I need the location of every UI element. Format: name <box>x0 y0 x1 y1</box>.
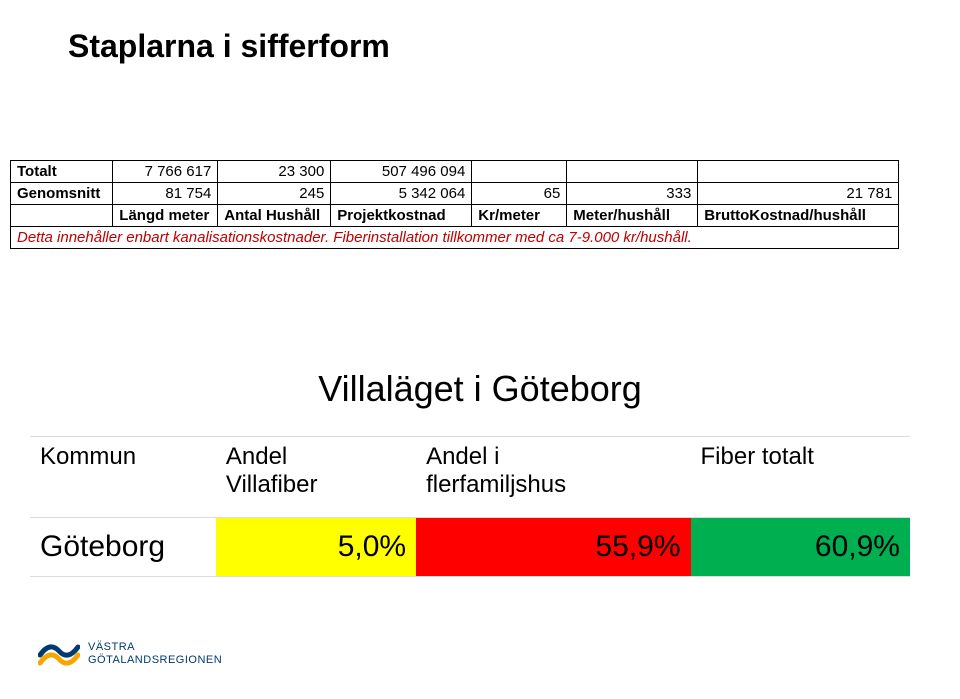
table-header-row: Kommun Andel Villafiber Andel i flerfami… <box>30 437 910 518</box>
cell-flerfam: 55,9% <box>416 518 690 577</box>
table-row: Totalt 7 766 617 23 300 507 496 094 <box>11 161 899 183</box>
header-cell: Meter/hushåll <box>567 205 698 227</box>
cell-kommun: Göteborg <box>30 518 216 577</box>
cell <box>698 161 899 183</box>
header-cell: BruttoKostnad/hushåll <box>698 205 899 227</box>
header-cell: Andel i flerfamiljshus <box>416 437 690 518</box>
cell-totalt: 60,9% <box>691 518 910 577</box>
cell: 333 <box>567 183 698 205</box>
cell: 65 <box>472 183 567 205</box>
header-cell: Kr/meter <box>472 205 567 227</box>
table-header-row: Längd meter Antal Hushåll Projektkostnad… <box>11 205 899 227</box>
cell: 21 781 <box>698 183 899 205</box>
note-row: Detta innehåller enbart kanalisationskos… <box>11 227 899 249</box>
section-title: Villaläget i Göteborg <box>318 368 642 410</box>
header-cell: Andel Villafiber <box>216 437 416 518</box>
row-label: Genomsnitt <box>11 183 113 205</box>
row-label: Totalt <box>11 161 113 183</box>
logo-icon <box>38 633 80 675</box>
cell <box>567 161 698 183</box>
logo-text: VÄSTRA GÖTALANDSREGIONEN <box>88 641 222 666</box>
note-spacer <box>698 227 899 249</box>
header-cell <box>11 205 113 227</box>
note-text: Detta innehåller enbart kanalisationskos… <box>11 227 698 249</box>
cell-villafiber: 5,0% <box>216 518 416 577</box>
villa-table: Kommun Andel Villafiber Andel i flerfami… <box>30 436 910 577</box>
cell: 245 <box>218 183 331 205</box>
table-row: Göteborg 5,0% 55,9% 60,9% <box>30 518 910 577</box>
header-cell: Längd meter <box>113 205 218 227</box>
header-cell: Kommun <box>30 437 216 518</box>
header-cell: Fiber totalt <box>691 437 910 518</box>
header-cell: Projektkostnad <box>331 205 472 227</box>
summary-table: Totalt 7 766 617 23 300 507 496 094 Geno… <box>10 160 899 249</box>
cell: 7 766 617 <box>113 161 218 183</box>
cell: 5 342 064 <box>331 183 472 205</box>
page-title: Staplarna i sifferform <box>68 28 960 65</box>
cell <box>472 161 567 183</box>
logo: VÄSTRA GÖTALANDSREGIONEN <box>38 633 222 675</box>
cell: 81 754 <box>113 183 218 205</box>
cell: 507 496 094 <box>331 161 472 183</box>
header-cell: Antal Hushåll <box>218 205 331 227</box>
cell: 23 300 <box>218 161 331 183</box>
table-row: Genomsnitt 81 754 245 5 342 064 65 333 2… <box>11 183 899 205</box>
